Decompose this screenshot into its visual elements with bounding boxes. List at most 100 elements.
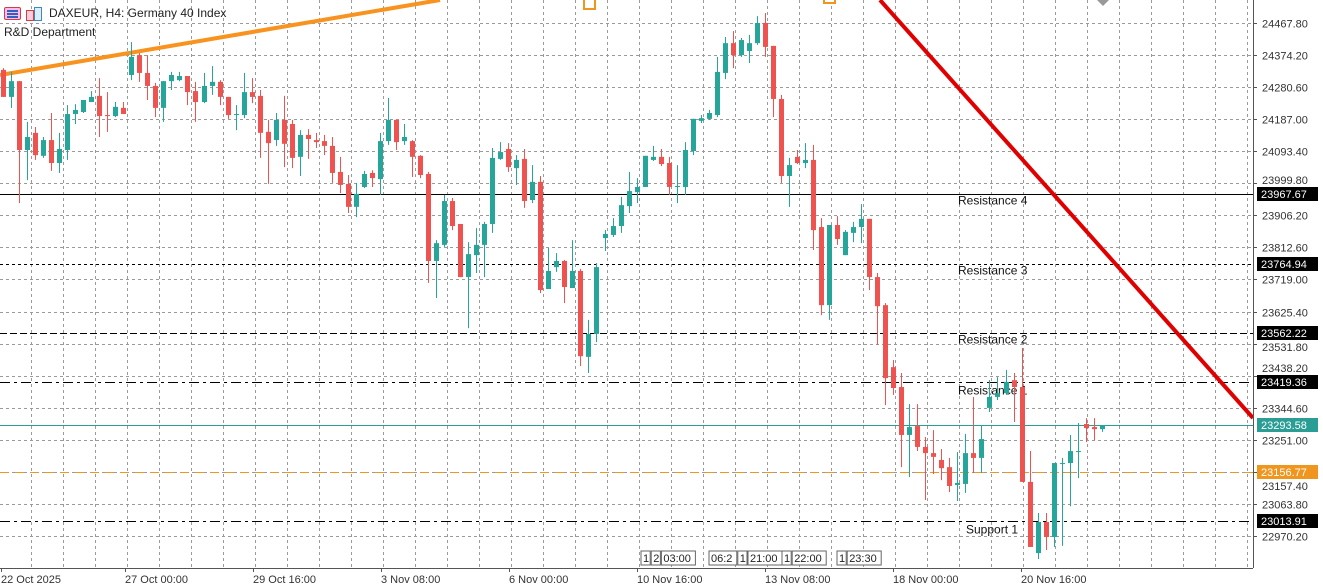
candle-bullish[interactable] — [747, 34, 752, 64]
candle-bullish[interactable] — [683, 142, 688, 195]
candle-bullish[interactable] — [202, 72, 207, 104]
candle-bearish[interactable] — [322, 134, 327, 156]
candle-bearish[interactable] — [659, 148, 664, 167]
candle-bearish[interactable] — [923, 437, 928, 501]
candle-bullish[interactable] — [73, 104, 78, 124]
candle-bearish[interactable] — [811, 144, 816, 251]
candle-bearish[interactable] — [185, 76, 190, 106]
candle-bearish[interactable] — [1028, 451, 1033, 547]
candle-bullish[interactable] — [586, 319, 591, 373]
candle-bullish[interactable] — [554, 253, 559, 272]
candle-bearish[interactable] — [266, 119, 271, 184]
candle-bullish[interactable] — [979, 425, 984, 473]
candle-bearish[interactable] — [17, 81, 22, 204]
candle-bullish[interactable] — [65, 105, 70, 160]
candle-bullish[interactable] — [1060, 457, 1065, 546]
candle-bullish[interactable] — [474, 228, 479, 273]
downtrend-line[interactable] — [878, 0, 1255, 420]
candle-bearish[interactable] — [891, 359, 896, 395]
candle-bearish[interactable] — [338, 156, 343, 194]
candle-bullish[interactable] — [619, 196, 624, 233]
candle-bearish[interactable] — [538, 176, 543, 294]
candle-bullish[interactable] — [242, 72, 247, 119]
candle-bearish[interactable] — [218, 80, 223, 106]
candle-bearish[interactable] — [1044, 513, 1049, 551]
candle-bullish[interactable] — [546, 247, 551, 290]
candle-bearish[interactable] — [121, 102, 126, 115]
indicator-list-icon[interactable] — [4, 6, 21, 20]
candle-bearish[interactable] — [1020, 347, 1025, 482]
candle-bullish[interactable] — [498, 142, 503, 160]
candle-bullish[interactable] — [1076, 422, 1081, 479]
candle-bullish[interactable] — [89, 91, 94, 103]
candle-bullish[interactable] — [955, 452, 960, 502]
candle-bullish[interactable] — [482, 221, 487, 278]
candle-bullish[interactable] — [161, 81, 166, 122]
candle-bearish[interactable] — [330, 136, 335, 183]
candle-bearish[interactable] — [883, 303, 888, 406]
candle-bullish[interactable] — [715, 56, 720, 118]
candle-bullish[interactable] — [490, 147, 495, 233]
candle-bullish[interactable] — [651, 145, 656, 161]
object-anchor-handle[interactable] — [823, 0, 836, 4]
candle-bearish[interactable] — [1, 68, 6, 97]
candle-bearish[interactable] — [835, 216, 840, 245]
candle-bullish[interactable] — [827, 225, 832, 320]
candle-bullish[interactable] — [402, 123, 407, 145]
candle-bullish[interactable] — [434, 240, 439, 298]
candle-bullish[interactable] — [1004, 369, 1009, 395]
candle-bearish[interactable] — [506, 143, 511, 172]
candle-bearish[interactable] — [947, 457, 952, 493]
time-marker[interactable]: 1 23:30 — [836, 550, 882, 566]
candle-bullish[interactable] — [963, 433, 968, 493]
candle-bearish[interactable] — [33, 127, 38, 160]
candle-bearish[interactable] — [282, 95, 287, 168]
candle-bearish[interactable] — [97, 78, 102, 137]
candle-bullish[interactable] — [81, 99, 86, 114]
candle-bearish[interactable] — [137, 53, 142, 82]
candle-bullish[interactable] — [386, 97, 391, 145]
candle-bearish[interactable] — [562, 259, 567, 304]
candle-bullish[interactable] — [169, 71, 174, 91]
candle-bearish[interactable] — [426, 171, 431, 283]
candle-bullish[interactable] — [987, 380, 992, 413]
candle-bullish[interactable] — [9, 71, 14, 108]
candle-bullish[interactable] — [177, 71, 182, 82]
candle-bearish[interactable] — [763, 12, 768, 57]
candle-bearish[interactable] — [346, 175, 351, 214]
candle-bearish[interactable] — [410, 140, 415, 178]
candle-bearish[interactable] — [939, 449, 944, 481]
candle-bearish[interactable] — [819, 218, 824, 316]
candle-bearish[interactable] — [795, 149, 800, 165]
candle-bearish[interactable] — [1012, 372, 1017, 422]
candle-bullish[interactable] — [723, 36, 728, 80]
candle-bearish[interactable] — [145, 55, 150, 100]
candle-bullish[interactable] — [113, 102, 118, 118]
candle-bearish[interactable] — [258, 90, 263, 158]
candle-bullish[interactable] — [530, 165, 535, 204]
candle-bullish[interactable] — [1036, 513, 1041, 559]
candle-bearish[interactable] — [153, 82, 158, 118]
candle-bullish[interactable] — [627, 171, 632, 214]
chart-objects-icon[interactable] — [25, 6, 42, 21]
candle-bearish[interactable] — [867, 218, 872, 291]
candle-bullish[interactable] — [635, 178, 640, 204]
candle-bullish[interactable] — [803, 143, 808, 169]
candle-bullish[interactable] — [787, 157, 792, 207]
candle-bullish[interactable] — [611, 218, 616, 237]
candle-bullish[interactable] — [1068, 434, 1073, 507]
candle-bearish[interactable] — [306, 129, 311, 159]
candle-bearish[interactable] — [578, 268, 583, 367]
uptrend-line[interactable] — [0, 0, 441, 77]
candle-bearish[interactable] — [105, 92, 110, 132]
candle-bullish[interactable] — [851, 221, 856, 243]
candle-bullish[interactable] — [41, 136, 46, 158]
candle-bearish[interactable] — [314, 132, 319, 148]
candle-bullish[interactable] — [298, 130, 303, 177]
candle-bullish[interactable] — [843, 230, 848, 256]
candle-bearish[interactable] — [522, 148, 527, 208]
candle-bullish[interactable] — [594, 263, 599, 343]
candle-bullish[interactable] — [707, 109, 712, 120]
candle-bullish[interactable] — [675, 165, 680, 204]
